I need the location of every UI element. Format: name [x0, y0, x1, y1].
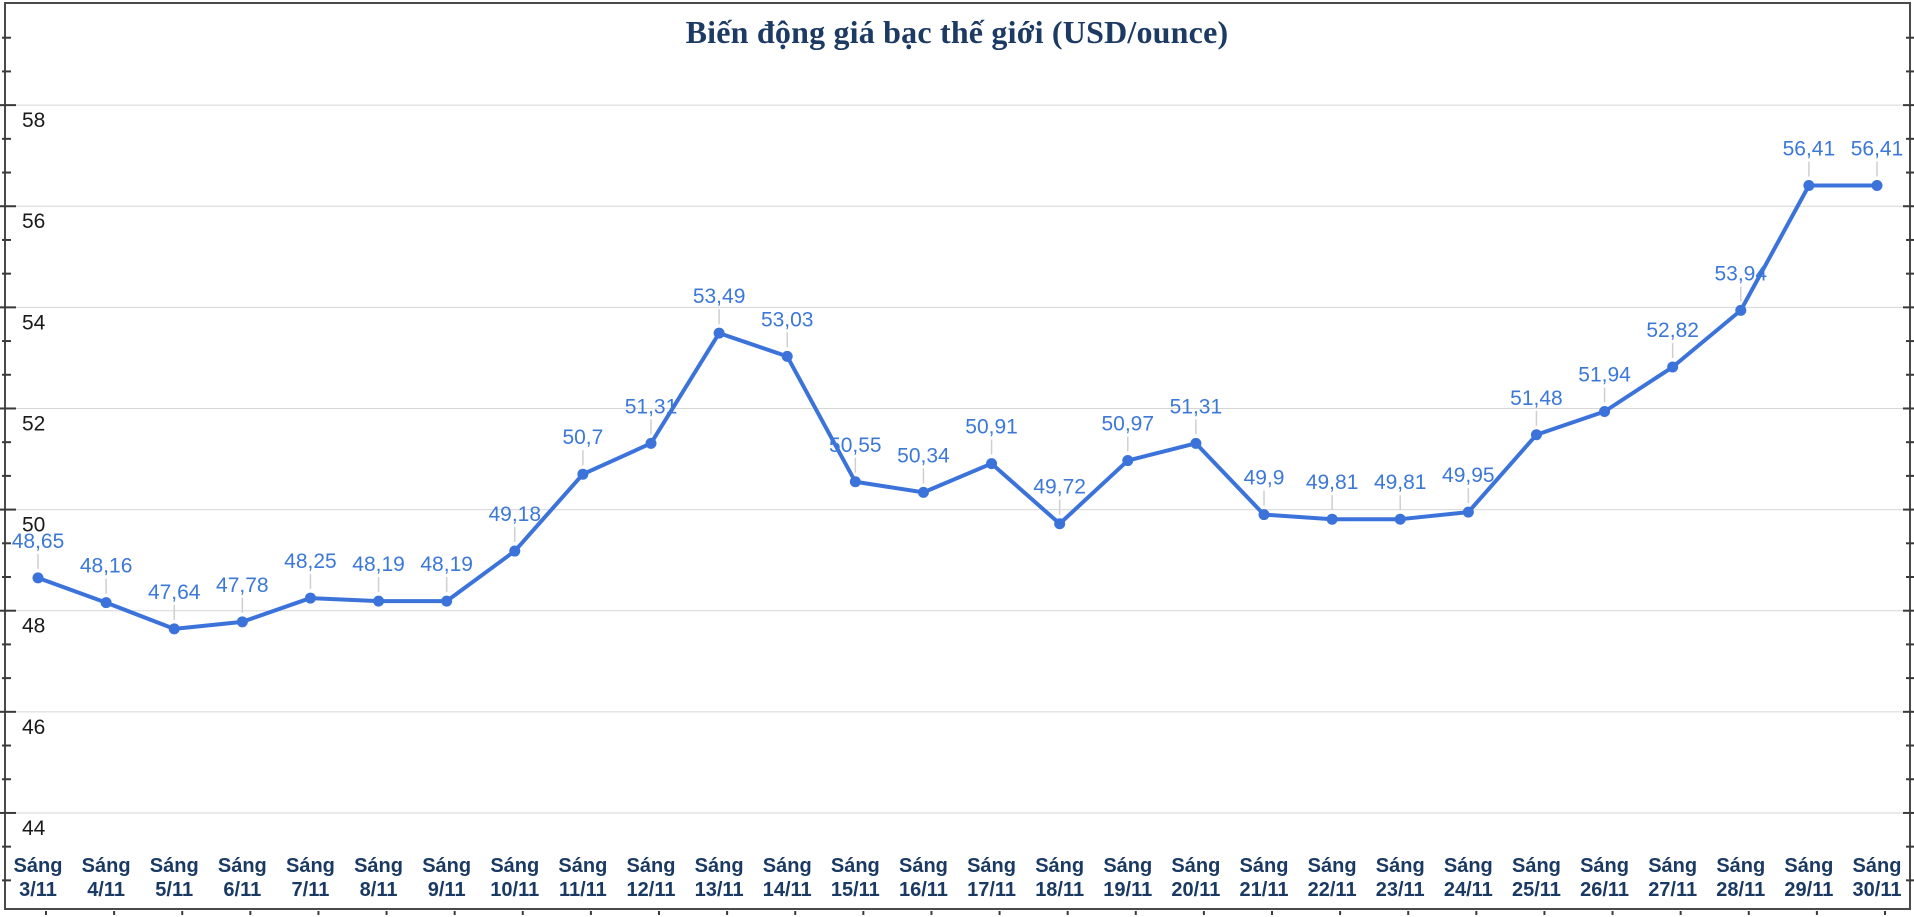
data-point[interactable]: [1462, 506, 1474, 518]
x-axis-label: Sáng 12/11: [627, 855, 676, 901]
data-point[interactable]: [849, 476, 861, 488]
x-axis-label: Sáng 11/11: [558, 855, 607, 901]
x-axis-label: Sáng 30/11: [1853, 855, 1902, 901]
x-axis-label: Sáng 21/11: [1240, 855, 1289, 901]
x-axis-label: Sáng 5/11: [150, 855, 199, 901]
data-point-label: 49,95: [1442, 464, 1495, 487]
data-point[interactable]: [1258, 509, 1270, 521]
data-point[interactable]: [1054, 518, 1066, 530]
x-axis-label: Sáng 18/11: [1035, 855, 1084, 901]
x-axis-label: Sáng 7/11: [286, 855, 335, 901]
x-axis-label: Sáng 17/11: [967, 855, 1016, 901]
x-axis-label: Sáng 3/11: [14, 855, 63, 901]
data-point[interactable]: [32, 572, 44, 584]
data-point-label: 48,19: [420, 553, 473, 576]
data-point-label: 49,72: [1033, 476, 1086, 499]
data-point-label: 51,94: [1578, 364, 1631, 387]
data-point[interactable]: [236, 616, 248, 628]
data-point[interactable]: [441, 595, 453, 607]
x-axis-label: Sáng 24/11: [1444, 855, 1493, 901]
x-axis-label: Sáng 6/11: [218, 855, 267, 901]
data-point-label: 53,94: [1714, 262, 1767, 285]
x-axis-label: Sáng 9/11: [422, 855, 471, 901]
price-line: [36, 183, 1879, 631]
data-point[interactable]: [509, 545, 521, 557]
data-point-label: 51,48: [1510, 387, 1563, 410]
data-point[interactable]: [304, 592, 316, 604]
data-point[interactable]: [168, 623, 180, 635]
data-point-label: 50,34: [897, 444, 950, 467]
data-point-label: 48,16: [80, 555, 133, 578]
x-axis-label: Sáng 15/11: [831, 855, 880, 901]
data-point[interactable]: [713, 327, 725, 339]
data-point[interactable]: [1190, 437, 1202, 449]
data-point[interactable]: [1667, 361, 1679, 373]
data-point-label: 47,78: [216, 574, 269, 597]
data-point[interactable]: [1803, 180, 1815, 192]
x-axis-label: Sáng 16/11: [899, 855, 948, 901]
x-axis-label: Sáng 19/11: [1103, 855, 1152, 901]
data-point-label: 50,97: [1101, 413, 1154, 436]
y-axis-label: 52: [22, 412, 45, 435]
data-point[interactable]: [1871, 180, 1883, 192]
x-axis-label: Sáng 29/11: [1784, 855, 1833, 901]
data-point[interactable]: [1122, 455, 1134, 467]
x-axis-label: Sáng 23/11: [1376, 855, 1425, 901]
data-point[interactable]: [1599, 406, 1611, 418]
data-point-label: 47,64: [148, 581, 201, 604]
data-point[interactable]: [1326, 513, 1338, 525]
x-axis-label: Sáng 13/11: [695, 855, 744, 901]
x-axis-label: Sáng 28/11: [1716, 855, 1765, 901]
data-point-label: 56,41: [1783, 138, 1836, 161]
y-axis-label: 46: [22, 716, 45, 739]
data-point-label: 49,18: [488, 503, 541, 526]
y-axis-label: 54: [22, 311, 46, 334]
x-axis-label: Sáng 8/11: [354, 855, 403, 901]
data-point-label: 50,55: [829, 434, 882, 457]
data-point[interactable]: [1735, 304, 1747, 316]
data-point[interactable]: [100, 597, 112, 609]
data-point[interactable]: [645, 437, 657, 449]
x-axis-label: Sáng 10/11: [490, 855, 539, 901]
plot-frame: [4, 2, 1911, 910]
y-axis-label: 58: [22, 109, 45, 132]
data-point-label: 50,91: [965, 416, 1018, 439]
data-point[interactable]: [1530, 429, 1542, 441]
y-axis-label: 50: [22, 514, 45, 537]
data-point[interactable]: [1394, 513, 1406, 525]
data-point-label: 50,7: [562, 426, 603, 449]
y-axis-label: 48: [22, 615, 45, 638]
data-point-label: 49,81: [1374, 471, 1427, 494]
data-point-label: 53,49: [693, 285, 746, 308]
data-point-label: 49,9: [1244, 467, 1285, 490]
data-point[interactable]: [781, 350, 793, 362]
data-point[interactable]: [917, 486, 929, 498]
x-axis-label: Sáng 25/11: [1512, 855, 1561, 901]
x-axis-label: Sáng 22/11: [1308, 855, 1357, 901]
chart-title: Biến động giá bạc thế giới (USD/ounce): [685, 14, 1229, 50]
y-axis-label: 44: [22, 817, 46, 840]
data-point-label: 48,25: [284, 550, 337, 573]
data-point-label: 52,82: [1646, 319, 1699, 342]
data-point-label: 48,19: [352, 553, 405, 576]
data-point-label: 49,81: [1306, 471, 1359, 494]
data-point[interactable]: [373, 595, 385, 607]
data-point[interactable]: [986, 458, 998, 470]
x-axis-label: Sáng 27/11: [1648, 855, 1697, 901]
data-point-label: 53,03: [761, 308, 814, 331]
y-axis-label: 56: [22, 210, 45, 233]
x-axis-label: Sáng 20/11: [1171, 855, 1220, 901]
x-axis-label: Sáng 14/11: [763, 855, 812, 901]
x-axis-label: Sáng 26/11: [1580, 855, 1629, 901]
data-point-label: 56,41: [1851, 138, 1904, 161]
data-point-label: 48,65: [12, 530, 65, 553]
data-point-label: 51,31: [625, 395, 678, 418]
data-point-label: 51,31: [1170, 395, 1223, 418]
x-axis-label: Sáng 4/11: [82, 855, 131, 901]
data-point[interactable]: [577, 468, 589, 480]
